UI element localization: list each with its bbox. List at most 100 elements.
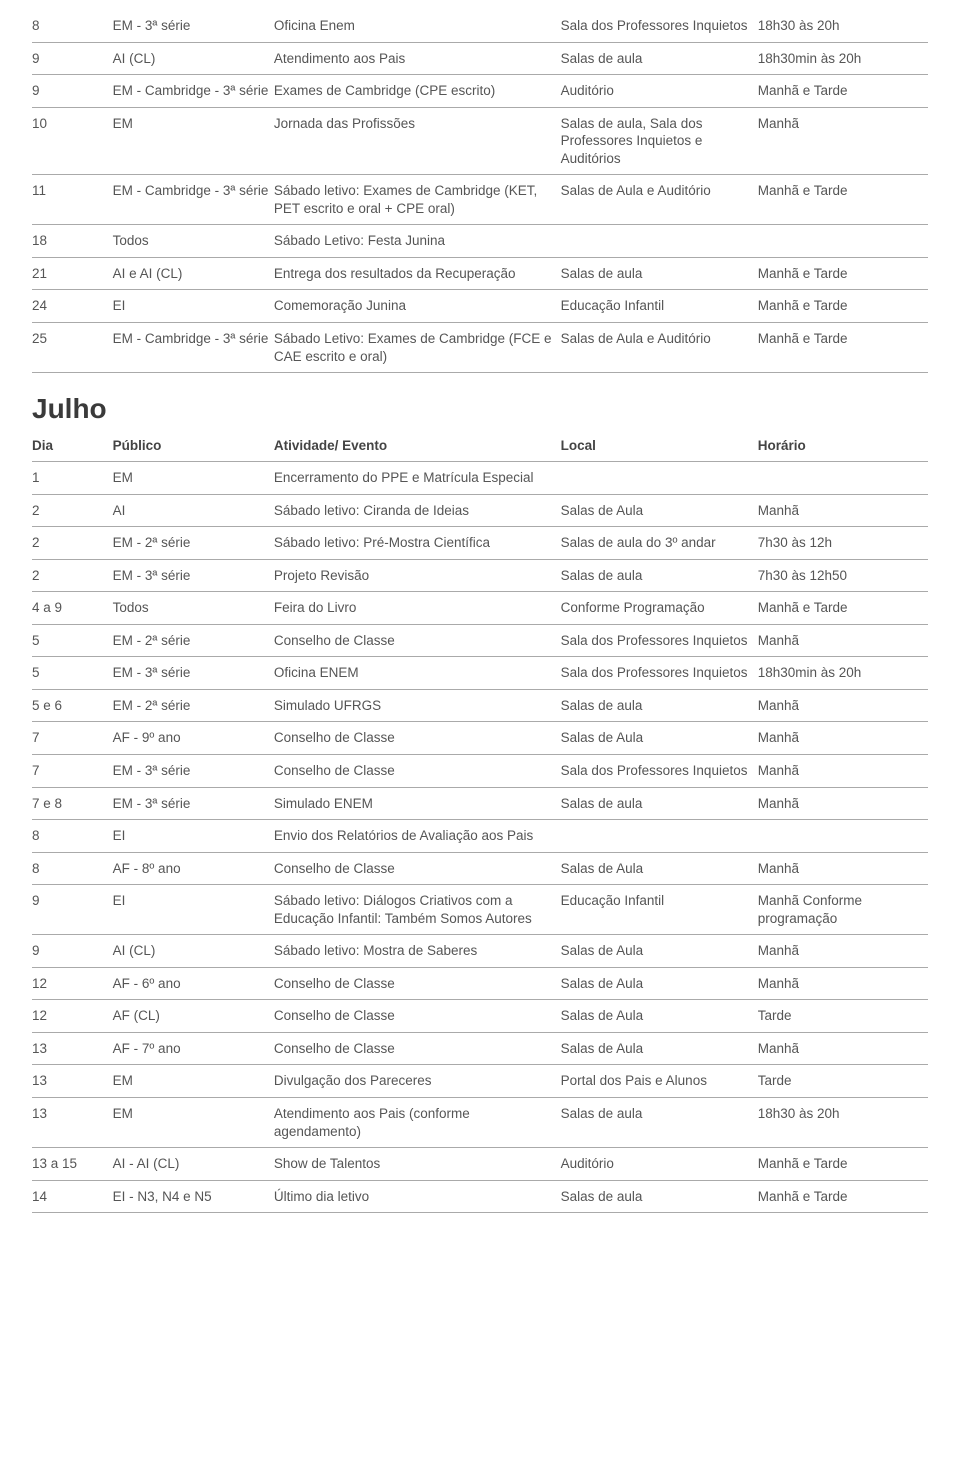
cell-ativ: Feira do Livro [274,592,561,625]
cell-dia: 7 [32,754,113,787]
cell-pub: AF (CL) [113,1000,274,1033]
cell-hor: Manhã Conforme programação [758,885,928,935]
cell-pub: AF - 7º ano [113,1032,274,1065]
table-row: 7EM - 3ª sérieConselho de ClasseSala dos… [32,754,928,787]
cell-pub: EI - N3, N4 e N5 [113,1180,274,1213]
table-row: 13AF - 7º anoConselho de ClasseSalas de … [32,1032,928,1065]
cell-ativ: Jornada das Profissões [274,107,561,175]
cell-pub: EM - Cambridge - 3ª série [113,75,274,108]
cell-hor: Manhã e Tarde [758,1148,928,1181]
cell-hor [758,462,928,495]
cell-dia: 9 [32,42,113,75]
cell-dia: 8 [32,852,113,885]
table-row: 1EMEncerramento do PPE e Matrícula Espec… [32,462,928,495]
cell-local: Salas de Aula [561,722,758,755]
cell-dia: 5 [32,624,113,657]
cell-hor: Manhã [758,689,928,722]
cell-local: Sala dos Professores Inquietos [561,10,758,42]
cell-ativ: Conselho de Classe [274,852,561,885]
table-row: 5 e 6EM - 2ª sérieSimulado UFRGSSalas de… [32,689,928,722]
table-row: 2EM - 2ª sérieSábado letivo: Pré-Mostra … [32,527,928,560]
cell-pub: EM - 2ª série [113,527,274,560]
cell-pub: EM [113,1065,274,1098]
cell-ativ: Projeto Revisão [274,559,561,592]
cell-pub: EM [113,1097,274,1147]
cell-dia: 7 e 8 [32,787,113,820]
table-row: 5EM - 2ª sérieConselho de ClasseSala dos… [32,624,928,657]
cell-hor: 18h30 às 20h [758,10,928,42]
table-row: 4 a 9TodosFeira do LivroConforme Program… [32,592,928,625]
cell-hor: 18h30min às 20h [758,657,928,690]
cell-hor: Manhã e Tarde [758,257,928,290]
cell-pub: EM [113,107,274,175]
cell-ativ: Envio dos Relatórios de Avaliação aos Pa… [274,820,561,853]
table-header-row: Dia Público Atividade/ Evento Local Horá… [32,430,928,462]
cell-local: Sala dos Professores Inquietos [561,624,758,657]
cell-dia: 13 [32,1032,113,1065]
cell-hor: Manhã e Tarde [758,175,928,225]
cell-hor: Tarde [758,1065,928,1098]
cell-ativ: Sábado letivo: Pré-Mostra Científica [274,527,561,560]
cell-pub: EM - 3ª série [113,657,274,690]
table-row: 2AISábado letivo: Ciranda de IdeiasSalas… [32,494,928,527]
cell-pub: EM - 2ª série [113,624,274,657]
cell-ativ: Sábado Letivo: Exames de Cambridge (FCE … [274,323,561,373]
cell-pub: AF - 8º ano [113,852,274,885]
cell-dia: 4 a 9 [32,592,113,625]
cell-local: Salas de Aula [561,1032,758,1065]
cell-ativ: Sábado letivo: Diálogos Criativos com a … [274,885,561,935]
cell-pub: EI [113,885,274,935]
cell-hor: Manhã [758,494,928,527]
cell-local: Educação Infantil [561,290,758,323]
cell-dia: 25 [32,323,113,373]
table-row: 2EM - 3ª sérieProjeto RevisãoSalas de au… [32,559,928,592]
cell-local: Salas de Aula [561,494,758,527]
cell-pub: Todos [113,592,274,625]
cell-hor: 7h30 às 12h [758,527,928,560]
cell-ativ: Exames de Cambridge (CPE escrito) [274,75,561,108]
cell-ativ: Comemoração Junina [274,290,561,323]
cell-ativ: Show de Talentos [274,1148,561,1181]
table-row: 21AI e AI (CL)Entrega dos resultados da … [32,257,928,290]
cell-local: Conforme Programação [561,592,758,625]
cell-local: Salas de aula [561,1180,758,1213]
cell-pub: EI [113,820,274,853]
cell-hor: 7h30 às 12h50 [758,559,928,592]
cell-dia: 21 [32,257,113,290]
cell-hor: 18h30 às 20h [758,1097,928,1147]
cell-ativ: Divulgação dos Pareceres [274,1065,561,1098]
cell-pub: EM - 3ª série [113,559,274,592]
cell-local: Salas de Aula [561,1000,758,1033]
cell-local: Salas de Aula [561,967,758,1000]
cell-pub: EM - 3ª série [113,787,274,820]
cell-local: Salas de aula [561,257,758,290]
cell-local: Sala dos Professores Inquietos [561,754,758,787]
cell-local: Portal dos Pais e Alunos [561,1065,758,1098]
cell-pub: AI e AI (CL) [113,257,274,290]
cell-local: Salas de aula [561,559,758,592]
table-row: 12AF - 6º anoConselho de ClasseSalas de … [32,967,928,1000]
cell-hor: Manhã e Tarde [758,290,928,323]
cell-ativ: Entrega dos resultados da Recuperação [274,257,561,290]
table-row: 13EMAtendimento aos Pais (conforme agend… [32,1097,928,1147]
cell-dia: 12 [32,1000,113,1033]
cell-dia: 2 [32,559,113,592]
schedule-table-julho: Dia Público Atividade/ Evento Local Horá… [32,430,928,1214]
cell-dia: 24 [32,290,113,323]
cell-dia: 5 [32,657,113,690]
cell-local: Salas de aula, Sala dos Professores Inqu… [561,107,758,175]
cell-dia: 13 [32,1065,113,1098]
cell-ativ: Conselho de Classe [274,624,561,657]
cell-pub: EM - 3ª série [113,10,274,42]
table-row: 9EISábado letivo: Diálogos Criativos com… [32,885,928,935]
table-row: 5EM - 3ª sérieOficina ENEMSala dos Profe… [32,657,928,690]
cell-local: Sala dos Professores Inquietos [561,657,758,690]
cell-pub: AF - 9º ano [113,722,274,755]
cell-local: Educação Infantil [561,885,758,935]
cell-pub: AI [113,494,274,527]
cell-ativ: Conselho de Classe [274,722,561,755]
cell-dia: 10 [32,107,113,175]
schedule-table-month1: 8EM - 3ª sérieOficina EnemSala dos Profe… [32,10,928,373]
table-row: 8EM - 3ª sérieOficina EnemSala dos Profe… [32,10,928,42]
cell-hor: Manhã [758,787,928,820]
